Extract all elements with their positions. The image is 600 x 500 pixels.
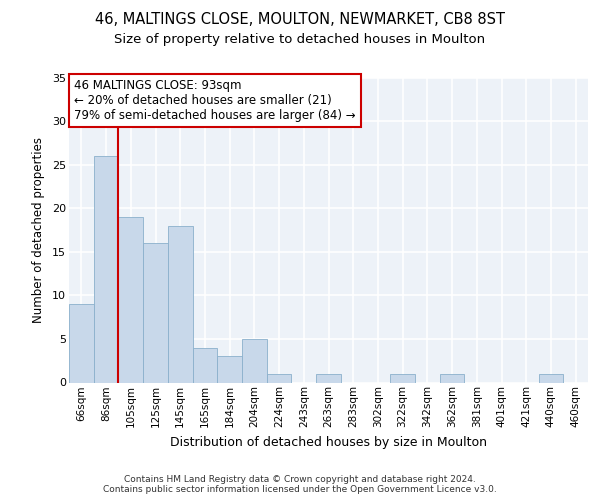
Bar <box>316 374 341 382</box>
Y-axis label: Number of detached properties: Number of detached properties <box>32 137 45 323</box>
Bar <box>440 374 464 382</box>
Bar <box>69 304 94 382</box>
Bar <box>390 374 415 382</box>
Bar <box>168 226 193 382</box>
Text: Contains HM Land Registry data © Crown copyright and database right 2024.
Contai: Contains HM Land Registry data © Crown c… <box>103 474 497 494</box>
Bar <box>217 356 242 382</box>
X-axis label: Distribution of detached houses by size in Moulton: Distribution of detached houses by size … <box>170 436 487 448</box>
Bar <box>267 374 292 382</box>
Text: Size of property relative to detached houses in Moulton: Size of property relative to detached ho… <box>115 32 485 46</box>
Bar <box>118 217 143 382</box>
Bar <box>143 243 168 382</box>
Bar <box>539 374 563 382</box>
Bar <box>242 339 267 382</box>
Text: 46, MALTINGS CLOSE, MOULTON, NEWMARKET, CB8 8ST: 46, MALTINGS CLOSE, MOULTON, NEWMARKET, … <box>95 12 505 28</box>
Bar <box>193 348 217 382</box>
Bar <box>94 156 118 382</box>
Text: 46 MALTINGS CLOSE: 93sqm
← 20% of detached houses are smaller (21)
79% of semi-d: 46 MALTINGS CLOSE: 93sqm ← 20% of detach… <box>74 79 356 122</box>
